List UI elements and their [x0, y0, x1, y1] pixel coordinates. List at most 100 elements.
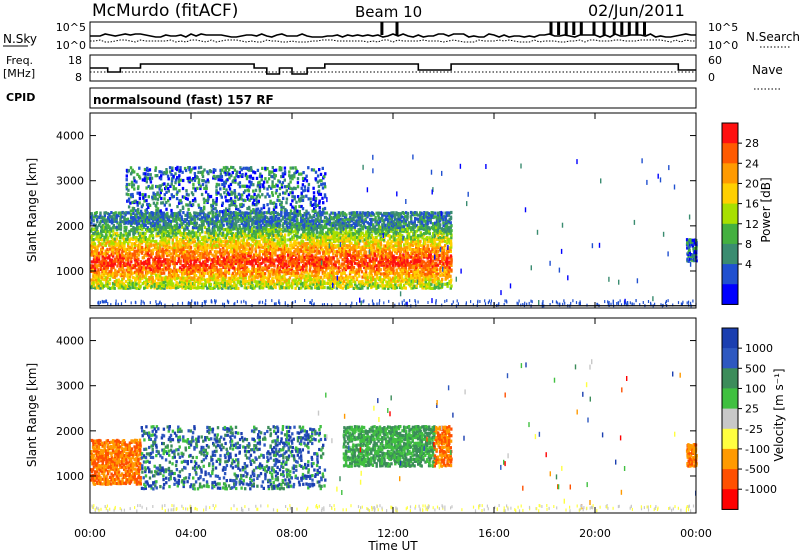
echo-cell [294, 213, 297, 217]
echo-cell [95, 235, 98, 239]
echo-cell [177, 274, 180, 278]
echo-cell [227, 268, 231, 272]
echo-cell [343, 276, 346, 280]
echo-cell [181, 274, 184, 278]
echo-cell [222, 265, 225, 269]
echo-cell [350, 211, 353, 215]
echo-cell [160, 254, 163, 258]
echo-cell [397, 278, 401, 282]
echo-cell [203, 282, 207, 286]
echo-cell [305, 246, 308, 250]
echo-cell [143, 220, 146, 224]
echo-cell [130, 237, 133, 241]
echo-cell [191, 283, 194, 287]
echo-cell [258, 264, 262, 268]
echo-cell [394, 264, 397, 268]
echo-cell [211, 222, 214, 226]
echo-cell [100, 276, 104, 280]
echo-cell [343, 253, 346, 258]
echo-cell [352, 275, 355, 279]
echo-cell [292, 263, 295, 267]
echo-cell [293, 258, 296, 262]
echo-cell [186, 232, 189, 236]
echo-cell [96, 215, 99, 219]
echo-cell [171, 262, 174, 266]
echo-cell [370, 252, 373, 256]
echo-cell [110, 227, 113, 231]
echo-cell [117, 284, 120, 288]
echo-cell [209, 245, 212, 249]
echo-cell [247, 260, 251, 264]
echo-cell [314, 219, 317, 223]
echo-cell [319, 265, 323, 269]
echo-cell [94, 223, 97, 227]
echo-cell [328, 220, 331, 224]
echo-cell [202, 255, 205, 259]
echo-cell [186, 272, 189, 276]
echo-cell [209, 264, 212, 268]
echo-cell [137, 253, 140, 257]
echo-cell [393, 230, 397, 234]
echo-cell [352, 214, 355, 218]
echo-cell [240, 221, 244, 225]
echo-cell [246, 213, 249, 217]
echo-cell [106, 247, 109, 251]
echo-cell [238, 249, 241, 253]
echo-cell [218, 231, 221, 236]
echo-cell [412, 273, 415, 278]
echo-cell [157, 246, 160, 250]
echo-cell [203, 271, 207, 275]
echo-cell [393, 272, 397, 276]
echo-cell [145, 266, 148, 270]
echo-cell [339, 249, 343, 253]
echo-cell [387, 245, 390, 249]
echo-cell [294, 271, 297, 275]
echo-cell [195, 260, 198, 264]
echo-cell [101, 233, 104, 237]
echo-cell [224, 240, 227, 244]
echo-cell [140, 247, 144, 251]
echo-cell [410, 282, 413, 286]
echo-cell [350, 265, 354, 269]
echo-cell [335, 270, 339, 274]
echo-cell [133, 256, 136, 260]
echo-cell [202, 223, 205, 227]
echo-cell [305, 264, 308, 268]
echo-cell [415, 235, 418, 240]
echo-cell [413, 271, 416, 275]
echo-cell [397, 264, 400, 268]
echo-cell [307, 219, 310, 223]
echo-cell [110, 217, 114, 221]
echo-cell [125, 237, 128, 241]
echo-cell [213, 258, 216, 262]
echo-cell [258, 214, 261, 218]
echo-cell [226, 260, 229, 264]
echo-cell [269, 256, 272, 260]
echo-cell [334, 225, 337, 229]
echo-cell [193, 280, 196, 284]
echo-cell [260, 236, 263, 240]
echo-cell [142, 225, 145, 229]
echo-cell [165, 266, 168, 270]
echo-cell [348, 243, 351, 247]
echo-cell [139, 278, 142, 282]
echo-cell [216, 255, 220, 259]
echo-cell [103, 260, 106, 264]
echo-cell [393, 276, 397, 280]
echo-cell [363, 265, 366, 270]
echo-cell [174, 230, 177, 234]
echo-cell [274, 276, 277, 280]
echo-cell [289, 240, 292, 244]
nave-label: Nave [752, 63, 783, 77]
echo-cell [415, 264, 419, 268]
echo-cell [131, 237, 135, 241]
echo-cell [143, 223, 146, 228]
echo-cell [222, 213, 225, 217]
echo-cell [361, 231, 364, 235]
echo-cell [378, 251, 382, 255]
echo-cell [373, 225, 377, 229]
echo-cell [265, 255, 268, 259]
echo-cell [158, 259, 162, 263]
echo-cell [250, 234, 254, 238]
echo-cell [391, 263, 394, 267]
